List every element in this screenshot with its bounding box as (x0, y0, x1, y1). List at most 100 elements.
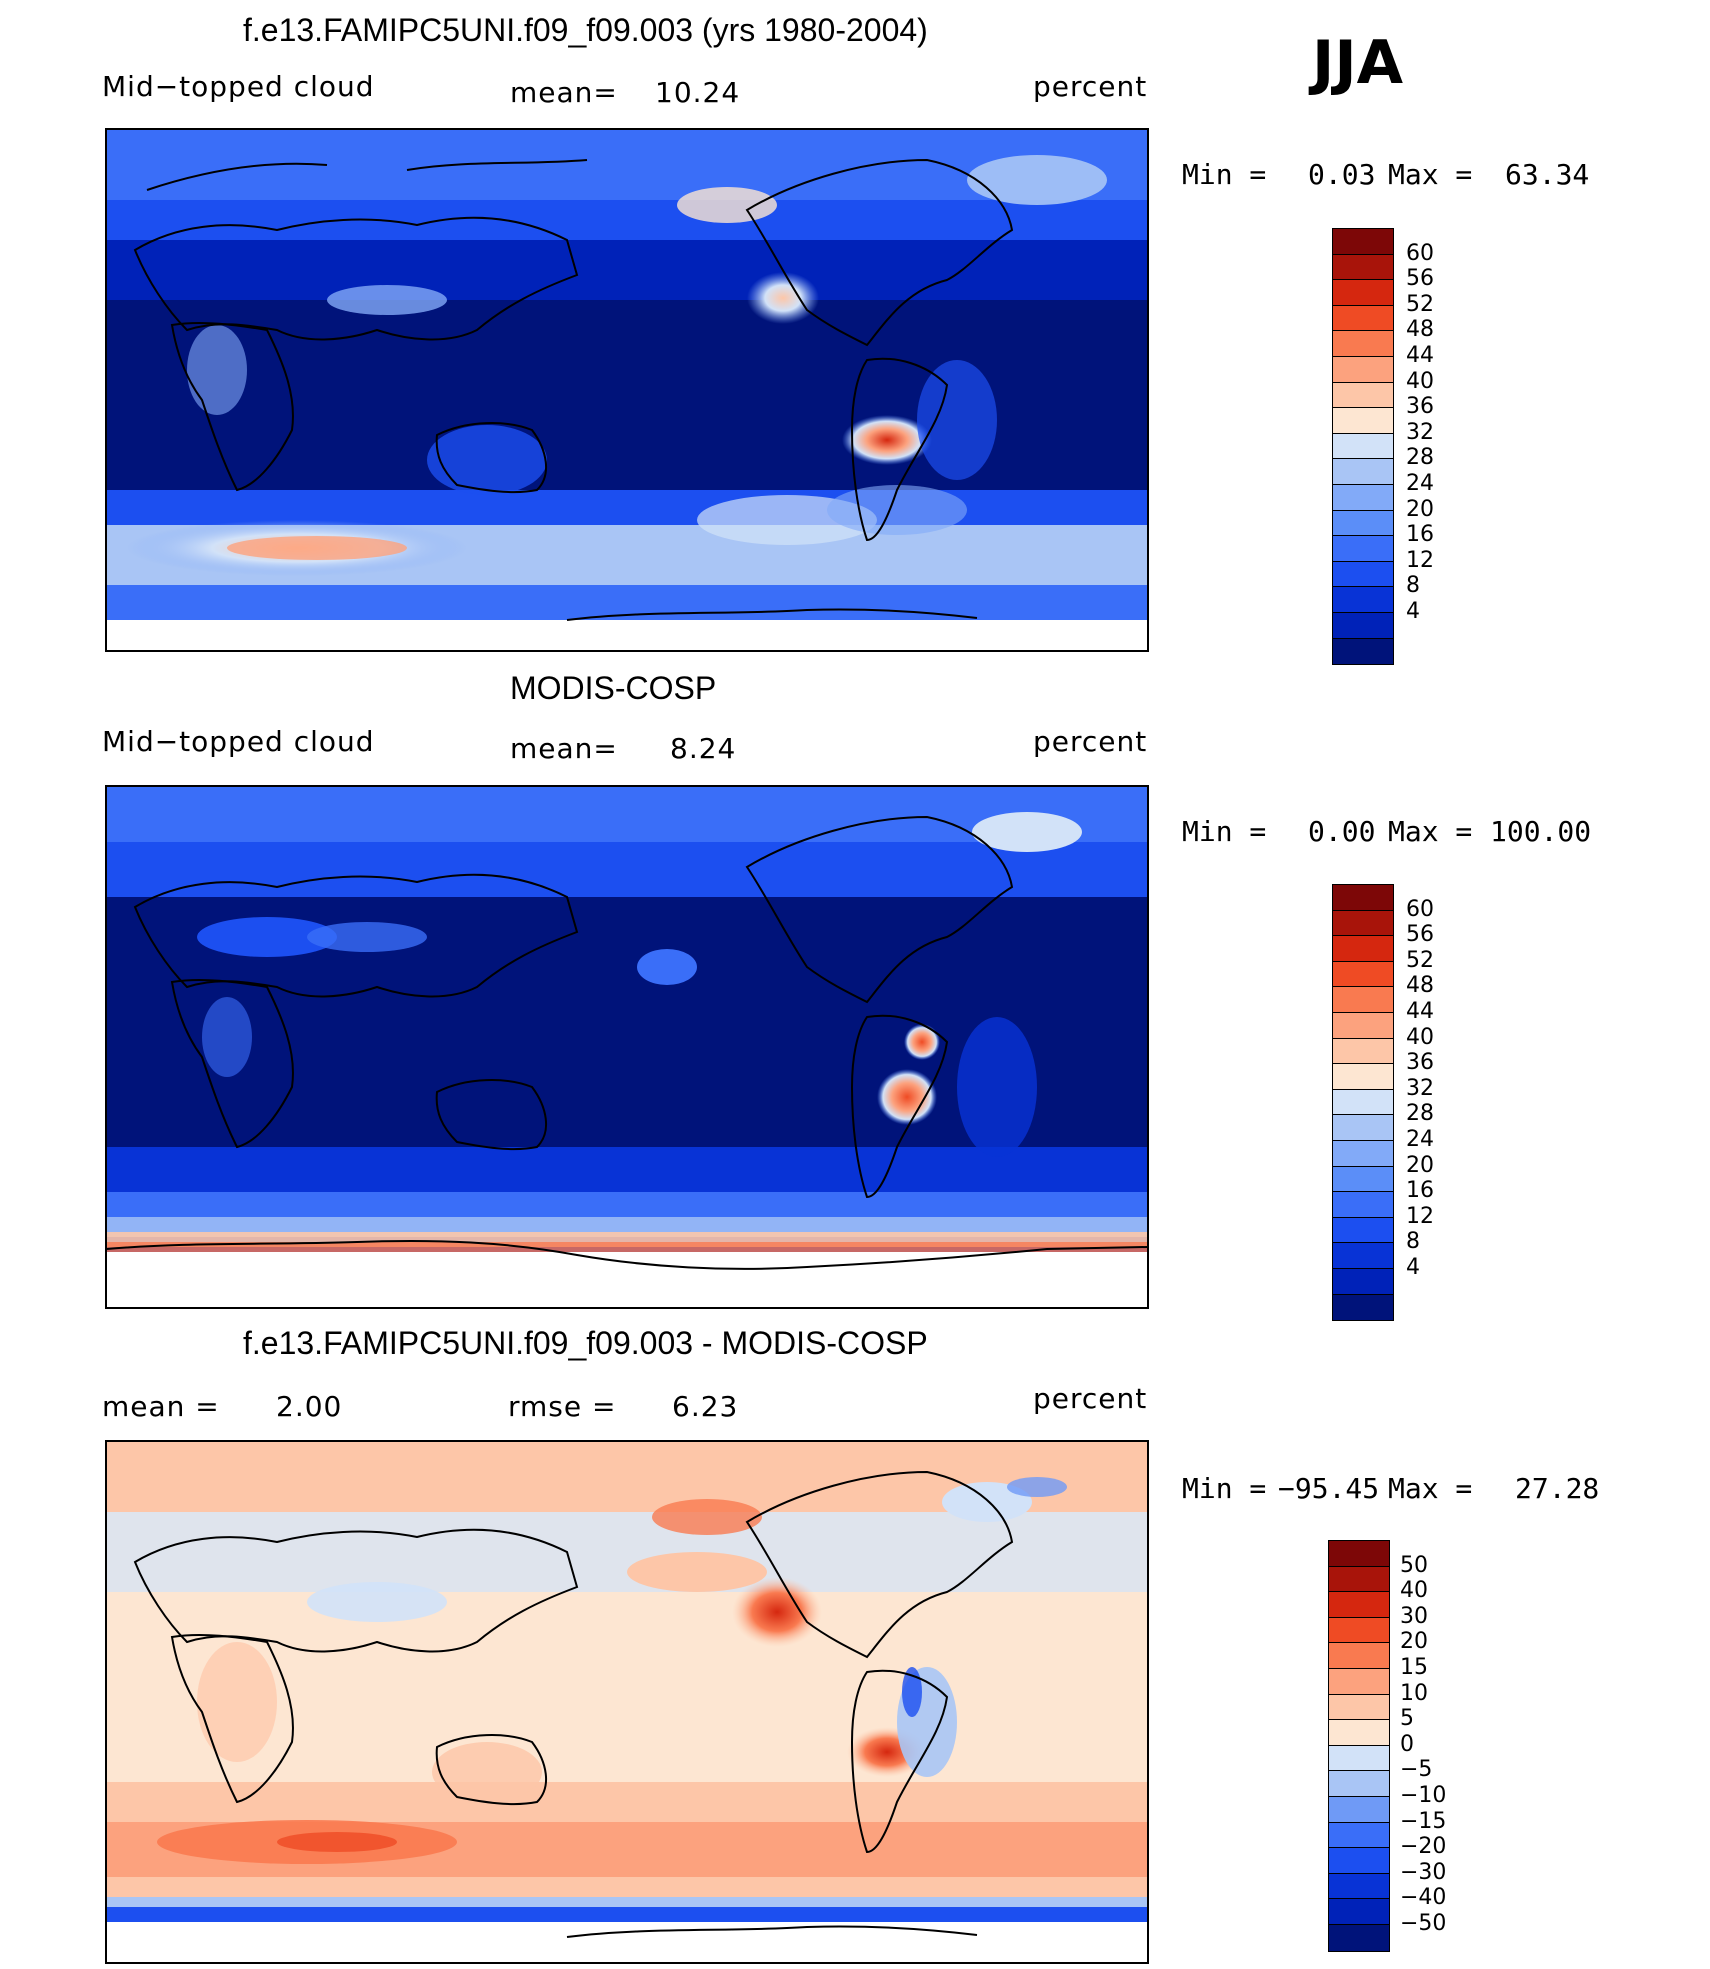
colorbar-2-tick-label: 48 (1406, 973, 1434, 999)
colorbar-1-tick-label: 20 (1406, 496, 1434, 522)
panel-3-rmse-label: rmse = (508, 1390, 617, 1423)
colorbar-2-tick-label: 12 (1406, 1203, 1434, 1229)
panel-3-max-value: 27.28 (1515, 1472, 1600, 1505)
colorbar-2-swatch (1333, 936, 1393, 962)
colorbar-2-tick-label: 28 (1406, 1101, 1434, 1127)
colorbar-3-swatch (1329, 1643, 1389, 1669)
colorbar-2-swatch (1333, 1294, 1393, 1321)
colorbar-3-tick-label: −30 (1400, 1859, 1447, 1885)
panel-1-title: f.e13.FAMIPC5UNI.f09_f09.003 (yrs 1980-2… (243, 12, 928, 48)
colorbar-1-swatch (1333, 356, 1393, 383)
colorbar-1-swatch (1333, 561, 1393, 588)
colorbar-2-swatch (1333, 1268, 1393, 1295)
colorbar-3-tick-label: −15 (1400, 1808, 1447, 1834)
colorbar-1-swatch (1333, 638, 1393, 665)
colorbar-1-tick-label: 44 (1406, 343, 1434, 368)
colorbar-2-tick-label: 56 (1406, 922, 1434, 948)
colorbar-1-swatch (1333, 510, 1393, 537)
colorbar-2-swatch (1333, 885, 1393, 911)
colorbar-1-tick-label: 40 (1406, 368, 1434, 394)
colorbar-2-tick-label: 60 (1406, 896, 1434, 922)
colorbar-2-swatch (1333, 1038, 1393, 1065)
colorbar-3-tick-label: −20 (1400, 1834, 1447, 1860)
colorbar-1-swatch (1333, 229, 1393, 255)
colorbar-1-swatch (1333, 280, 1393, 306)
panel-2-min-value: 0.00 (1308, 815, 1376, 848)
panel-2-map (105, 785, 1149, 1309)
colorbar-3-tick-label: 0 (1400, 1731, 1414, 1757)
panel-3-units: percent (1033, 1382, 1148, 1415)
colorbar-2-swatch (1333, 1012, 1393, 1039)
colorbar-1-tick-label: 56 (1406, 266, 1434, 292)
colorbar-1-tick-label: 12 (1406, 547, 1434, 573)
colorbar-2-swatch (1333, 1166, 1393, 1193)
colorbar-2-tick-label: 44 (1406, 999, 1434, 1024)
colorbar-2-tick-label: 16 (1406, 1178, 1434, 1204)
colorbar-3-swatch (1329, 1873, 1389, 1900)
panel-2-mean-label: mean= (510, 732, 618, 765)
panel-2-variable-label: Mid−topped cloud (102, 725, 375, 758)
panel-2-map-field (107, 787, 1147, 1307)
panel-3-map-field (107, 1442, 1147, 1962)
colorbar-3-swatch (1329, 1617, 1389, 1644)
colorbar-3-swatch (1329, 1822, 1389, 1849)
colorbar-3-tick-label: 30 (1400, 1603, 1428, 1629)
colorbar-3-swatch (1329, 1541, 1389, 1567)
colorbar-2-swatch (1333, 1243, 1393, 1269)
colorbar-1-swatch (1333, 382, 1393, 409)
panel-1-min-value: 0.03 (1308, 158, 1376, 191)
colorbar-2-tick-label: 36 (1406, 1050, 1434, 1076)
colorbar-2-swatch (1333, 1217, 1393, 1244)
panel-2-max-label: Max = (1388, 815, 1473, 848)
colorbar-1-swatch (1333, 433, 1393, 460)
colorbar-1-tick-label: 32 (1406, 419, 1434, 445)
colorbar-3-tick-label: 5 (1400, 1706, 1414, 1732)
colorbar-2-tick-label: 4 (1406, 1255, 1420, 1280)
colorbar-1-swatch (1333, 408, 1393, 434)
colorbar-2-swatch (1333, 1089, 1393, 1116)
panel-3-mean-label: mean = (102, 1390, 220, 1423)
colorbar-3-swatch (1329, 1848, 1389, 1874)
colorbar-2-swatch (1333, 1115, 1393, 1141)
panel-2-colorbar (1332, 884, 1394, 1322)
colorbar-1-tick-label: 48 (1406, 317, 1434, 343)
colorbar-3-swatch (1329, 1694, 1389, 1721)
colorbar-3-swatch (1329, 1924, 1389, 1951)
colorbar-3-tick-label: −40 (1400, 1885, 1447, 1911)
panel-3-mean-value: 2.00 (276, 1390, 343, 1423)
colorbar-2-swatch (1333, 1192, 1393, 1218)
panel-3-map (105, 1440, 1149, 1964)
panel-3-rmse-value: 6.23 (672, 1390, 739, 1423)
colorbar-3-swatch (1329, 1899, 1389, 1925)
panel-1-map-field (107, 130, 1147, 650)
colorbar-1-swatch (1333, 587, 1393, 613)
panel-1-mean-value: 10.24 (655, 76, 741, 109)
colorbar-1-tick-label: 52 (1406, 291, 1434, 317)
panel-1-mean-label: mean= (510, 76, 618, 109)
colorbar-3-tick-label: 40 (1400, 1578, 1428, 1604)
colorbar-1-tick-label: 36 (1406, 394, 1434, 420)
colorbar-3-tick-label: −50 (1400, 1911, 1447, 1936)
colorbar-3-tick-label: −10 (1400, 1783, 1447, 1808)
panel-1-colorbar (1332, 228, 1394, 666)
colorbar-2-tick-label: 24 (1406, 1127, 1434, 1152)
colorbar-3-swatch (1329, 1796, 1389, 1823)
colorbar-1-swatch (1333, 484, 1393, 511)
colorbar-2-tick-label: 40 (1406, 1024, 1434, 1050)
colorbar-3-tick-label: −5 (1400, 1757, 1433, 1783)
colorbar-3-swatch (1329, 1720, 1389, 1746)
colorbar-2-swatch (1333, 1140, 1393, 1167)
panel-2-title: MODIS-COSP (510, 670, 717, 706)
colorbar-3-swatch (1329, 1566, 1389, 1593)
panel-3-title: f.e13.FAMIPC5UNI.f09_f09.003 - MODIS-COS… (243, 1325, 928, 1361)
panel-2-mean-value: 8.24 (670, 732, 737, 765)
colorbar-3-swatch (1329, 1771, 1389, 1797)
colorbar-3-swatch (1329, 1745, 1389, 1772)
panel-2-units: percent (1033, 725, 1148, 758)
colorbar-3-tick-label: 50 (1400, 1552, 1428, 1578)
panel-1-min-label: Min = (1182, 158, 1267, 191)
colorbar-1-swatch (1333, 254, 1393, 281)
colorbar-2-tick-label: 8 (1406, 1229, 1420, 1255)
colorbar-1-swatch (1333, 459, 1393, 485)
panel-3-max-label: Max = (1388, 1472, 1473, 1505)
